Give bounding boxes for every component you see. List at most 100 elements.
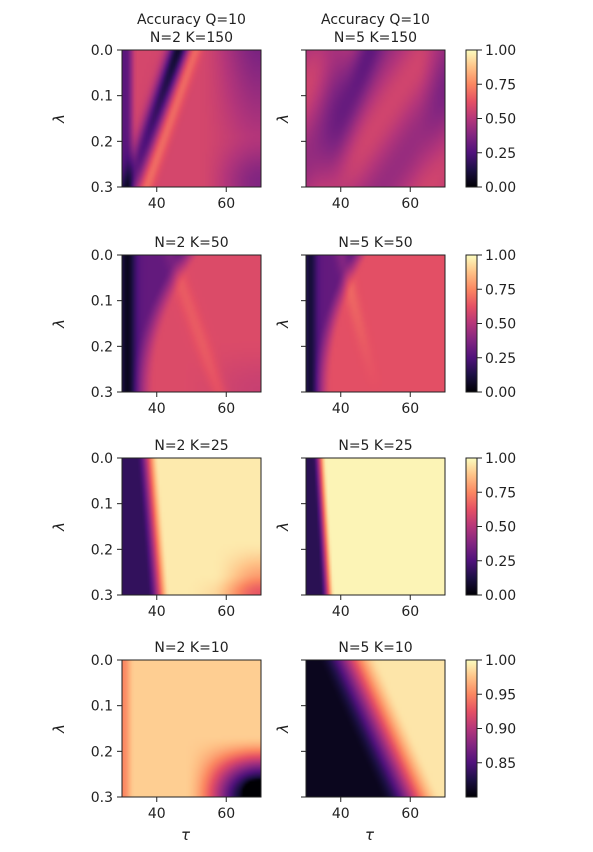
- colorbar-tick-label: 0.75: [485, 485, 516, 501]
- colorbar-tick-label: 1.00: [485, 653, 516, 669]
- colorbar-tick-label: 0.00: [485, 180, 516, 196]
- colorbar-tick-label: 0.25: [485, 351, 516, 367]
- colorbar-tick-label: 0.85: [485, 756, 516, 772]
- x-tick-label: 60: [401, 806, 419, 822]
- heatmap-image: [306, 458, 445, 595]
- panel-frame: [121, 659, 262, 798]
- heatmap-panel: N=2 K=25 0.0 0.1 0.2 0.3 40 60 λ: [50, 438, 262, 620]
- colorbar: 0.85 0.90 0.95 1.00: [465, 653, 516, 798]
- colorbar-tick-label: 1.00: [485, 248, 516, 264]
- panel-title: N=2 K=10: [154, 640, 228, 656]
- y-tick-label: 0.2: [91, 339, 113, 355]
- heatmap-panel: Accuracy Q=10 N=5 K=150 40 60 λ: [274, 12, 446, 212]
- colorbar-tick-label: 0.00: [485, 385, 516, 401]
- colorbar-tick-label: 0.75: [485, 77, 516, 93]
- y-tick-label: 0.3: [91, 790, 113, 806]
- heatmap-panel: N=5 K=25 40 60 λ: [274, 438, 446, 620]
- heatmap-image: [122, 458, 261, 595]
- y-axis-label: λ: [274, 522, 292, 532]
- colorbar-gradient: [465, 457, 478, 596]
- y-axis-label: λ: [50, 522, 68, 532]
- x-tick-label: 40: [332, 604, 350, 620]
- panel-title: N=5 K=10: [338, 640, 412, 656]
- colorbar-tick-label: 0.25: [485, 554, 516, 570]
- colorbar-tick-label: 1.00: [485, 43, 516, 59]
- colorbar: 0.00 0.25 0.50 0.75 1.00: [465, 43, 516, 196]
- heatmap-image: [122, 50, 261, 187]
- panel-title: Accuracy Q=10: [137, 12, 246, 28]
- heatmap-panel: N=2 K=10 0.0 0.1 0.2 0.3 40 60 λ τ: [50, 640, 262, 844]
- x-tick-label: 40: [332, 806, 350, 822]
- x-tick-label: 40: [148, 196, 166, 212]
- colorbar-gradient: [465, 49, 478, 188]
- y-tick-label: 0.1: [91, 294, 113, 310]
- x-tick-label: 40: [148, 401, 166, 417]
- x-tick-label: 40: [148, 806, 166, 822]
- panel-frame: [121, 457, 262, 596]
- panel-title: Accuracy Q=10: [321, 12, 430, 28]
- y-tick-label: 0.0: [91, 43, 113, 59]
- y-tick-label: 0.2: [91, 134, 113, 150]
- x-axis-label: τ: [181, 826, 191, 844]
- x-tick-label: 60: [401, 401, 419, 417]
- heatmap-image: [122, 660, 261, 797]
- colorbar-tick-label: 0.90: [485, 722, 516, 738]
- x-tick-label: 60: [217, 806, 235, 822]
- y-tick-label: 0.0: [91, 451, 113, 467]
- heatmap-image: [306, 50, 445, 187]
- x-tick-label: 40: [148, 604, 166, 620]
- panel-frame: [305, 457, 446, 596]
- x-tick-label: 60: [401, 604, 419, 620]
- panel-title: N=2 K=25: [154, 438, 228, 454]
- y-axis-label: λ: [274, 114, 292, 124]
- colorbar-tick-label: 1.00: [485, 451, 516, 467]
- y-tick-label: 0.3: [91, 588, 113, 604]
- panel-title: N=2 K=150: [150, 30, 233, 46]
- colorbar-tick-label: 0.00: [485, 588, 516, 604]
- colorbar-gradient: [465, 659, 478, 798]
- x-tick-label: 60: [217, 196, 235, 212]
- x-tick-label: 40: [332, 196, 350, 212]
- y-axis-label: λ: [274, 724, 292, 734]
- panel-frame: [121, 49, 262, 188]
- panel-frame: [305, 659, 446, 798]
- heatmap-panel: N=5 K=10 40 60 λ τ: [274, 640, 446, 844]
- y-axis-label: λ: [50, 114, 68, 124]
- heatmap-panel: Accuracy Q=10 N=2 K=150 0.0 0.1 0.2 0.3 40 60 λ: [50, 12, 262, 212]
- y-tick-label: 0.1: [91, 89, 113, 105]
- panel-title: N=2 K=50: [154, 235, 228, 251]
- y-tick-label: 0.2: [91, 744, 113, 760]
- y-tick-label: 0.0: [91, 248, 113, 264]
- y-axis-label: λ: [50, 319, 68, 329]
- heatmap-panel: N=5 K=50 40 60 λ: [274, 235, 446, 417]
- y-tick-label: 0.1: [91, 699, 113, 715]
- panel-frame: [305, 49, 446, 188]
- y-tick-label: 0.3: [91, 180, 113, 196]
- colorbar-tick-label: 0.25: [485, 146, 516, 162]
- heatmap-image: [122, 255, 261, 392]
- y-tick-label: 0.0: [91, 653, 113, 669]
- x-tick-label: 60: [217, 604, 235, 620]
- y-tick-label: 0.2: [91, 542, 113, 558]
- x-tick-label: 60: [401, 196, 419, 212]
- colorbar-tick-label: 0.95: [485, 687, 516, 703]
- x-tick-label: 60: [217, 401, 235, 417]
- heatmap-image: [306, 255, 445, 392]
- colorbar-tick-label: 0.50: [485, 112, 516, 128]
- y-axis-label: λ: [274, 319, 292, 329]
- y-tick-label: 0.1: [91, 497, 113, 513]
- panel-title: N=5 K=25: [338, 438, 412, 454]
- colorbar-tick-label: 0.50: [485, 520, 516, 536]
- panel-title: N=5 K=50: [338, 235, 412, 251]
- panel-frame: [121, 254, 262, 393]
- panel-frame: [305, 254, 446, 393]
- heatmap-image: [306, 660, 445, 797]
- colorbar-tick-label: 0.75: [485, 282, 516, 298]
- colorbar-tick-label: 0.50: [485, 317, 516, 333]
- x-axis-label: τ: [365, 826, 375, 844]
- colorbar: 0.00 0.25 0.50 0.75 1.00: [465, 248, 516, 401]
- colorbar-gradient: [465, 254, 478, 393]
- y-tick-label: 0.3: [91, 385, 113, 401]
